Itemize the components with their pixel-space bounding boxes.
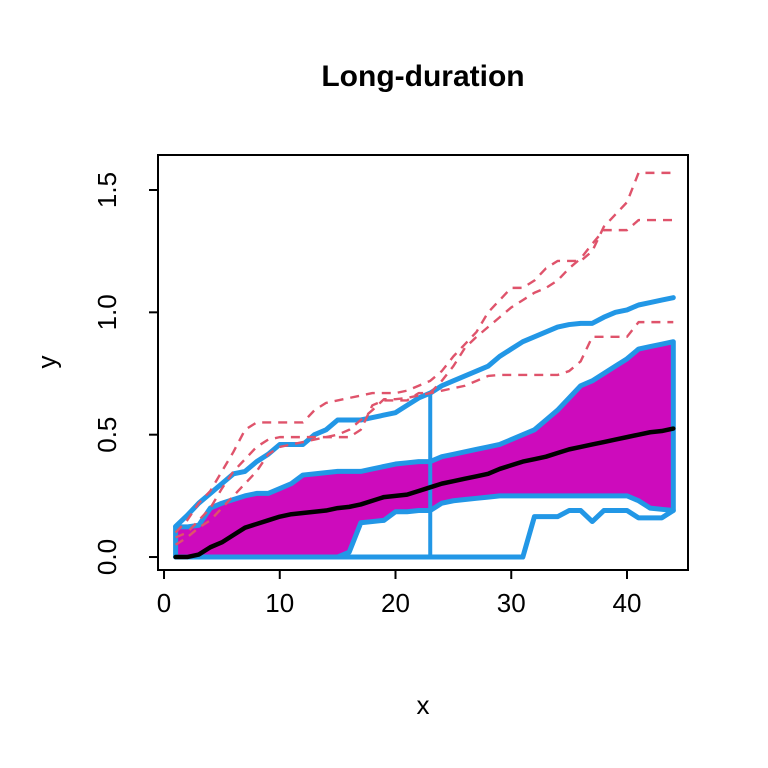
y-tick-label: 1.5: [92, 172, 122, 208]
x-tick-label: 40: [613, 588, 642, 618]
y-tick-label: 1.0: [92, 294, 122, 330]
x-axis-label: x: [416, 690, 430, 720]
plot-box: [157, 154, 689, 571]
x-tick-label: 30: [497, 588, 526, 618]
y-tick-label: 0.0: [92, 539, 122, 575]
y-tick-label: 0.5: [92, 417, 122, 453]
x-tick-label: 10: [265, 588, 294, 618]
chart-title: Long-duration: [321, 60, 525, 93]
x-tick-label: 20: [381, 588, 410, 618]
upper-envelope-line: [173, 295, 676, 529]
lower-envelope-line: [173, 508, 676, 560]
outlier-curve-3: [174, 320, 674, 546]
median-line: [173, 426, 676, 560]
x-tick-label: 0: [157, 588, 171, 618]
